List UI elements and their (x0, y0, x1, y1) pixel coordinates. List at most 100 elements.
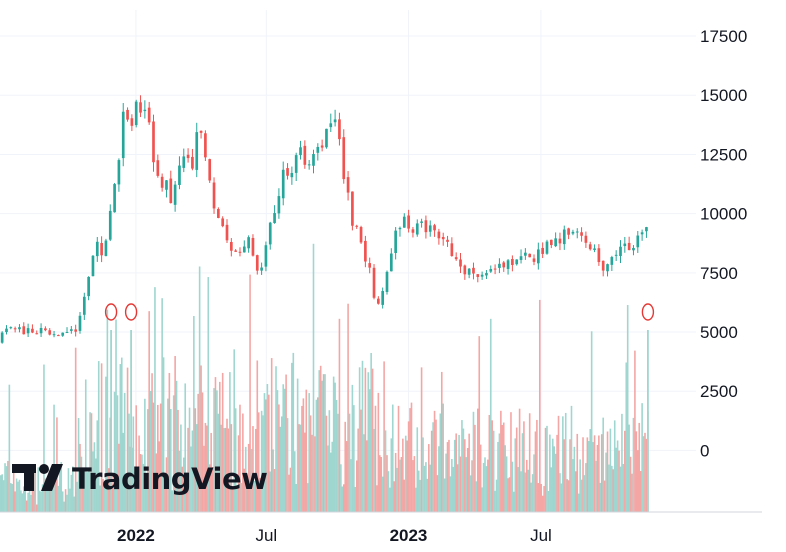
volume-bar (337, 414, 339, 512)
volume-bar (457, 464, 459, 512)
volume-bar (477, 409, 479, 512)
volume-bar (311, 435, 313, 512)
volume-bar (37, 467, 39, 512)
volume-bar (585, 463, 587, 512)
volume-bar (636, 431, 638, 512)
volume-bar (587, 437, 589, 512)
candle-body (533, 258, 536, 261)
volume-bar (356, 460, 358, 512)
candle-body (239, 252, 242, 253)
volume-bar (612, 469, 614, 512)
volume-bar (442, 404, 444, 512)
volume-bar (519, 409, 521, 512)
y-tick-label: 5000 (700, 323, 738, 342)
candle-body (438, 232, 441, 239)
volume-bar (291, 363, 293, 512)
candle-body (92, 256, 95, 276)
volume-bar (281, 416, 283, 512)
candle-body (373, 268, 376, 298)
volume-bar (300, 425, 302, 512)
volume-bar (440, 413, 442, 512)
candle-body (299, 147, 302, 155)
candle-body (481, 275, 484, 277)
volume-bar (282, 384, 284, 512)
x-tick-label: 2022 (117, 526, 155, 545)
volume-bar (69, 489, 71, 512)
candle-body (66, 332, 69, 333)
candle-body (100, 243, 103, 255)
volume-bar (513, 492, 515, 512)
volume-bar (576, 434, 578, 512)
candle-body (87, 277, 90, 296)
tradingview-logo: TradingView (12, 462, 267, 496)
volume-bar (512, 462, 514, 512)
candle-body (425, 220, 428, 232)
volume-bar (471, 460, 473, 512)
volume-bar (303, 398, 305, 512)
volume-bar (545, 428, 547, 512)
volume-bar (555, 454, 557, 512)
volume-bar (504, 445, 506, 512)
volume-bar (592, 442, 594, 512)
candle-body (105, 241, 108, 256)
volume-bar (354, 487, 356, 512)
candle-body (459, 259, 462, 266)
volume-bar (641, 403, 643, 512)
volume-bar (502, 425, 504, 512)
volume-bar (382, 477, 384, 512)
volume-bar (483, 463, 485, 512)
volume-bar (506, 456, 508, 512)
candle-body (213, 183, 216, 209)
candle-body (286, 168, 289, 176)
candle-body (139, 102, 142, 112)
volume-bar (268, 395, 270, 512)
volume-bar (633, 418, 635, 512)
volume-bar (464, 439, 466, 512)
candle-body (347, 177, 350, 192)
candle-body (463, 266, 466, 275)
volume-bar (634, 351, 636, 512)
candle-body (429, 225, 432, 231)
volume-bar (65, 489, 67, 512)
candle-body (381, 291, 384, 305)
volume-bar (271, 358, 273, 512)
volume-bar (147, 409, 149, 512)
candle-body (589, 244, 592, 249)
candle-body (593, 248, 596, 250)
volume-bar (0, 475, 2, 512)
candle-body (433, 225, 436, 230)
volume-bar (333, 377, 335, 512)
volume-bar (441, 372, 443, 512)
candle-body (446, 240, 449, 242)
candle-body (144, 110, 147, 111)
volume-bar (10, 483, 12, 512)
volume-bar (562, 416, 564, 512)
candle-body (507, 260, 510, 269)
volume-bar (553, 446, 555, 512)
candle-body (44, 328, 47, 330)
volume-bar (277, 390, 279, 512)
volume-bar (548, 491, 550, 512)
volume-bar (490, 319, 492, 512)
volume-bar (20, 490, 22, 512)
volume-bar (11, 484, 13, 512)
candle-body (256, 255, 259, 270)
volume-bar (321, 381, 323, 512)
volume-bar (563, 439, 565, 512)
x-tick-label: Jul (530, 526, 552, 545)
volume-bar (414, 456, 416, 512)
candle-body (386, 272, 389, 292)
candle-body (645, 227, 648, 231)
candle-body (554, 238, 557, 246)
candle-body (399, 228, 402, 229)
volume-bar (608, 465, 610, 512)
volume-bar (530, 483, 532, 512)
volume-bar (362, 361, 364, 512)
volume-spike-marker (126, 304, 137, 320)
candle-body (563, 230, 566, 245)
volume-bar (615, 448, 617, 512)
candle-body (308, 164, 311, 165)
volume-bar (595, 461, 597, 512)
volume-bar (594, 435, 596, 512)
